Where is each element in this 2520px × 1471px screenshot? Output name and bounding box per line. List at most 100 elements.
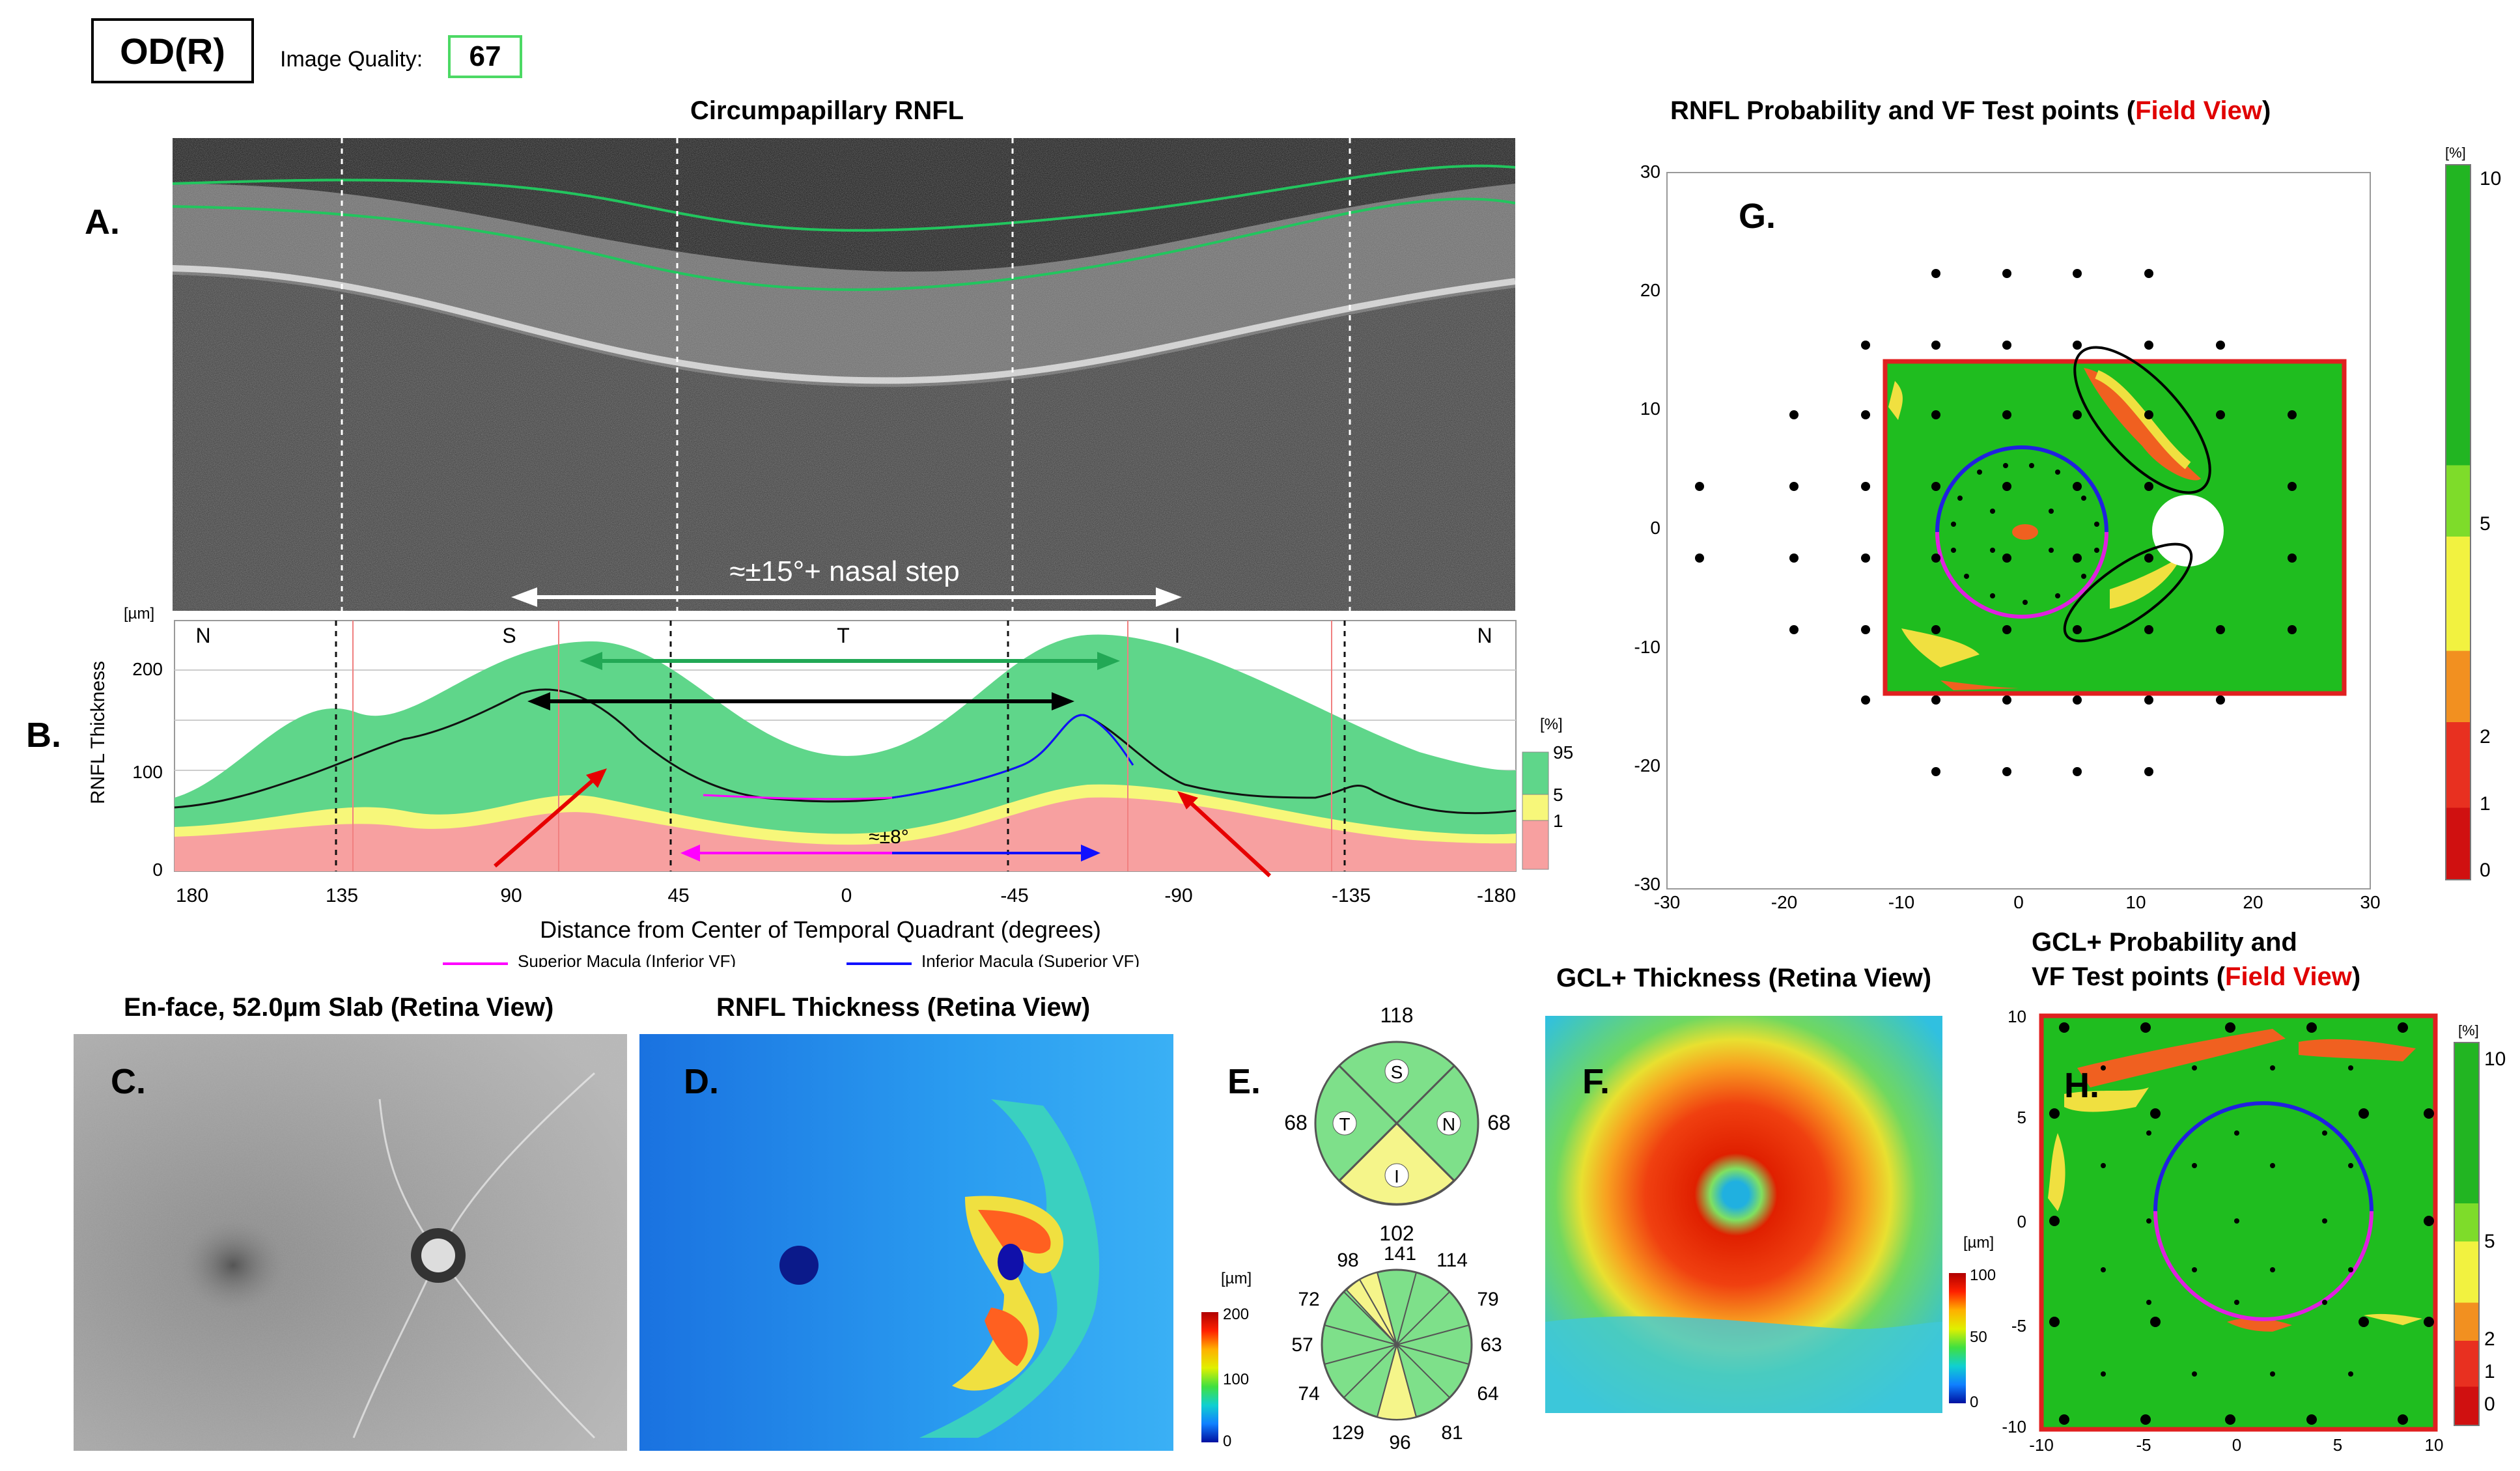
chart-b-xtick: -135 [1332, 885, 1371, 906]
chart-b-xtick: 180 [176, 885, 208, 906]
g-ytick: -30 [1634, 874, 1660, 894]
quadrant-s: S [1391, 1062, 1403, 1082]
h-ytick: -10 [2002, 1417, 2026, 1436]
chart-b-scale-1: 1 [1553, 811, 1563, 831]
g-ytick: 10 [1640, 399, 1660, 419]
clock-value: 64 [1477, 1383, 1498, 1405]
g-ytick: -10 [1634, 637, 1660, 657]
panel-f-label: F. [1582, 1062, 1610, 1101]
g-scale-2: 2 [2480, 726, 2491, 748]
panel-a-label: A. [85, 203, 120, 242]
h-scale-unit: [%] [2458, 1022, 2479, 1039]
sector-t: T [837, 624, 850, 647]
clock-value: 129 [1332, 1422, 1364, 1444]
clock-value: 81 [1441, 1422, 1463, 1444]
g-scale-10: 10 [2480, 168, 2502, 189]
chart-b-xtick: 135 [326, 885, 358, 906]
chart-b-xtick: 45 [667, 885, 689, 906]
panel-a-annotation: ≈±15°+ nasal step [729, 555, 959, 587]
g-xtick: 30 [2360, 892, 2380, 908]
chart-b-scale-5: 5 [1553, 785, 1563, 805]
h-xtick: 10 [2425, 1435, 2444, 1452]
g-scale-1: 1 [2480, 793, 2491, 815]
panel-g-title: RNFL Probability and VF Test points (Fie… [1670, 96, 2271, 125]
g-ytick: -20 [1634, 755, 1660, 776]
legend-superior-macula: Superior Macula (Inferior VF) [518, 951, 736, 967]
panel-h-label: H. [2064, 1066, 2099, 1105]
g-xtick: -30 [1654, 892, 1680, 908]
eye-label: OD(R) [91, 18, 254, 83]
sector-thickness-diagram: 118 68 68 102 S T N I 98 141 114 72 79 5… [1284, 1003, 1511, 1453]
clock-value: 63 [1480, 1334, 1502, 1356]
quadrant-i: I [1394, 1166, 1399, 1186]
h-xtick: -10 [2029, 1435, 2054, 1452]
g-ytick: 0 [1650, 518, 1660, 538]
gcl-thickness-map [1545, 1016, 1942, 1413]
clock-value: 57 [1291, 1334, 1313, 1356]
chart-b-xtick: -45 [1000, 885, 1028, 906]
panel-d-label: D. [684, 1062, 719, 1101]
h-ytick: 10 [2008, 1007, 2026, 1026]
chart-b-xtick: 0 [841, 885, 852, 906]
panel-d-scale-100: 100 [1223, 1371, 1250, 1388]
oct-bscan-image: ≈±15°+ nasal step [172, 138, 1516, 611]
legend-inferior-macula: Inferior Macula (Superior VF) [921, 951, 1140, 967]
chart-b-ylabel: RNFL Thickness [87, 661, 109, 804]
rnfl-thickness-map [639, 1034, 1173, 1451]
h-xtick: 0 [2232, 1435, 2241, 1452]
g-xtick: 20 [2243, 892, 2263, 908]
clock-value: 114 [1436, 1250, 1468, 1271]
panel-f-scale-unit: [µm] [1963, 1234, 1995, 1252]
enface-image [74, 1034, 627, 1451]
chart-b-xtick: 90 [500, 885, 522, 906]
h-probability-scale [2454, 1042, 2480, 1426]
rnfl-thickness-chart: [µm] RNFL Thickness 200 100 0 N S T I N … [87, 605, 1573, 967]
g-xtick: -10 [1888, 892, 1914, 908]
h-scale-10: 10 [2484, 1048, 2506, 1070]
g-scale-5: 5 [2480, 513, 2491, 535]
h-xtick: 5 [2333, 1435, 2342, 1452]
quadrant-n: N [1442, 1114, 1455, 1134]
h-scale-0: 0 [2484, 1394, 2495, 1415]
h-ytick: 5 [2017, 1108, 2026, 1127]
h-ytick: -5 [2011, 1316, 2026, 1336]
panel-h-title-line2: VF Test points (Field View) [2032, 962, 2361, 991]
quadrant-top-value: 118 [1380, 1003, 1413, 1027]
panel-c-label: C. [111, 1062, 146, 1101]
quadrant-left-value: 68 [1284, 1111, 1308, 1134]
quadrant-t: T [1339, 1114, 1350, 1134]
g-scale-0: 0 [2480, 860, 2491, 881]
panel-a-title: Circumpapillary RNFL [690, 96, 964, 125]
g-scale-unit: [%] [2445, 145, 2466, 161]
g-ytick: 30 [1640, 161, 1660, 182]
clock-value: 74 [1298, 1383, 1319, 1405]
h-ytick: 0 [2017, 1212, 2026, 1231]
quadrant-bottom-value: 102 [1379, 1222, 1414, 1245]
panel-b-label: B. [26, 716, 61, 755]
image-quality-label: Image Quality: [280, 47, 423, 72]
clock-value: 98 [1337, 1250, 1358, 1271]
clock-value: 79 [1477, 1289, 1498, 1310]
sector-n-right: N [1477, 624, 1492, 647]
panel-g-label: G. [1739, 197, 1776, 236]
clock-value: 72 [1298, 1289, 1319, 1310]
chart-b-xtick: -90 [1164, 885, 1192, 906]
chart-b-ytick-0: 0 [152, 860, 163, 880]
panel-d-scale-0: 0 [1223, 1433, 1232, 1450]
chart-b-unit: [µm] [124, 605, 154, 623]
panel-d-scale-unit: [µm] [1221, 1270, 1252, 1287]
h-scale-1: 1 [2484, 1361, 2495, 1382]
g-xtick: 0 [2013, 892, 2024, 908]
panel-f-scale-100: 100 [1970, 1267, 1996, 1284]
h-xtick: -5 [2136, 1435, 2151, 1452]
chart-b-ytick-100: 100 [132, 762, 163, 782]
chart-b-ytick-200: 200 [132, 659, 163, 679]
g-xtick: -20 [1771, 892, 1797, 908]
sector-i: I [1175, 624, 1181, 647]
chart-b-xtick: -180 [1477, 885, 1516, 906]
quadrant-right-value: 68 [1487, 1111, 1511, 1134]
image-quality-value: 67 [448, 35, 522, 78]
panel-f-scale-50: 50 [1970, 1328, 1987, 1346]
gcl-probability-plot: 10 5 0 -5 -10 -10 -5 0 5 10 H. [2002, 1007, 2444, 1452]
panel-d-title: RNFL Thickness (Retina View) [716, 993, 1091, 1022]
